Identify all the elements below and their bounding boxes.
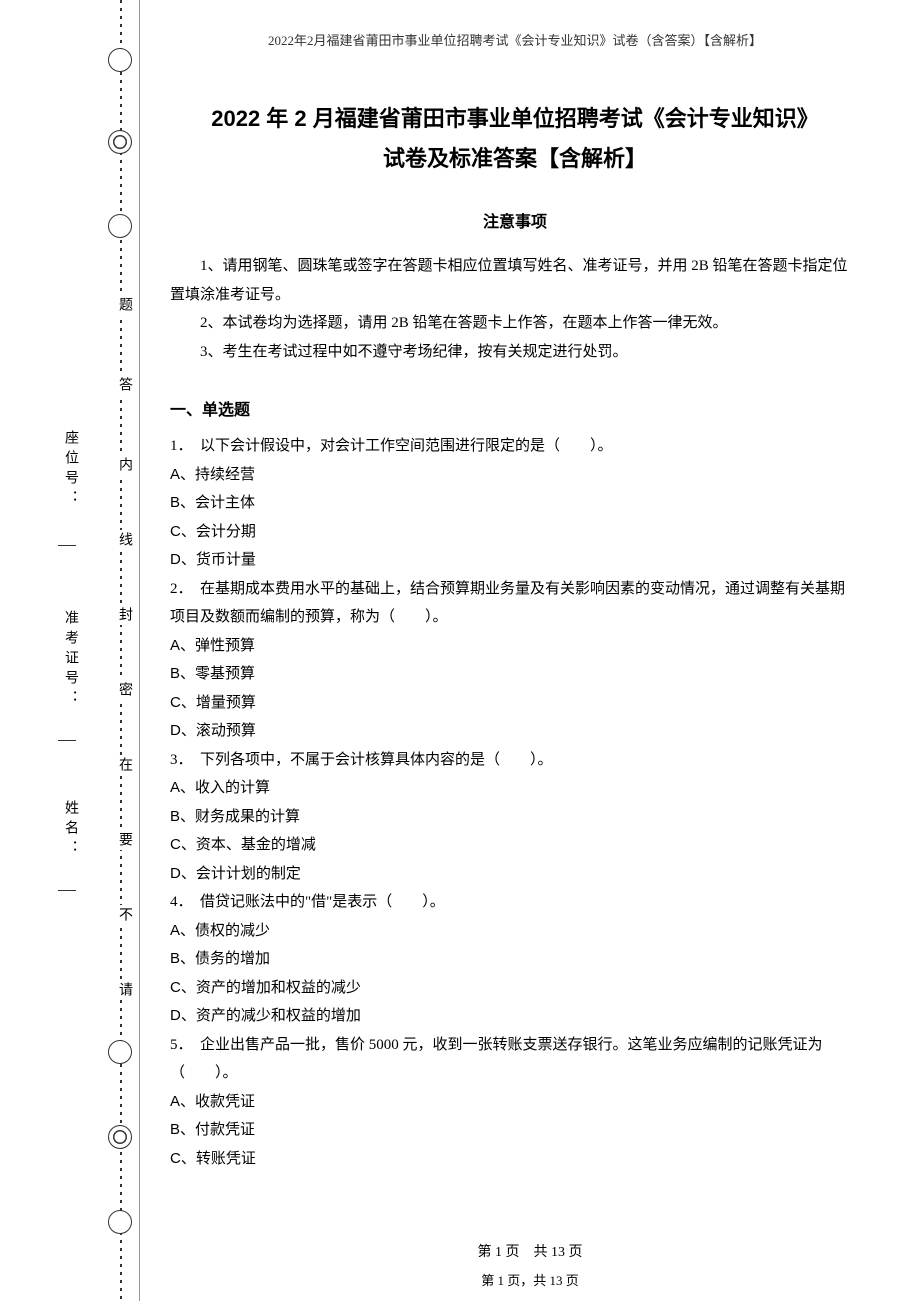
title-line-1: 2022 年 2 月福建省莆田市事业单位招聘考试《会计专业知识》 (170, 99, 860, 139)
seat-number-label: 座位号： (60, 430, 80, 510)
circle-marker (108, 214, 132, 238)
option: C、会计分期 (170, 518, 860, 547)
circle-marker-double (108, 130, 132, 154)
question-2: 2． 在基期成本费用水平的基础上，结合预算期业务量及有关影响因素的变动情况，通过… (170, 575, 860, 746)
option: C、增量预算 (170, 689, 860, 718)
running-header: 2022年2月福建省莆田市事业单位招聘考试《会计专业知识》试卷（含答案）【含解析… (170, 30, 860, 49)
page-content: 2022年2月福建省莆田市事业单位招聘考试《会计专业知识》试卷（含答案）【含解析… (140, 0, 920, 1301)
circle-marker-double (108, 1125, 132, 1149)
question-4: 4． 借贷记账法中的"借"是表示（ ）。 A、债权的减少 B、债务的增加 C、资… (170, 888, 860, 1031)
exam-ticket-label: 准考证号： (60, 610, 80, 710)
main-title: 2022 年 2 月福建省莆田市事业单位招聘考试《会计专业知识》 试卷及标准答案… (170, 99, 860, 178)
binding-margin: 题 答 内 线 封 密 在 要 不 请 座位号： 准考证号： 姓名： (0, 0, 140, 1301)
option: D、会计计划的制定 (170, 860, 860, 889)
seal-char: 密 (114, 680, 134, 700)
option: A、收入的计算 (170, 774, 860, 803)
seal-char: 题 (114, 295, 134, 315)
notice-items: 1、请用钢笔、圆珠笔或签字在答题卡相应位置填写姓名、准考证号，并用 2B 铅笔在… (170, 252, 860, 366)
option: C、资本、基金的增减 (170, 831, 860, 860)
option: B、零基预算 (170, 660, 860, 689)
seal-char: 请 (114, 980, 134, 1000)
seal-char: 要 (114, 830, 134, 850)
question-text: 3． 下列各项中，不属于会计核算具体内容的是（ ）。 (170, 746, 860, 775)
seal-char: 在 (114, 755, 134, 775)
question-1: 1． 以下会计假设中，对会计工作空间范围进行限定的是（ ）。 A、持续经营 B、… (170, 432, 860, 575)
notice-heading: 注意事项 (170, 208, 860, 232)
notice-item: 3、考生在考试过程中如不遵守考场纪律，按有关规定进行处罚。 (170, 338, 860, 367)
seal-char: 内 (114, 455, 134, 475)
dotted-seal-line (120, 0, 122, 1301)
option: B、债务的增加 (170, 945, 860, 974)
question-3: 3． 下列各项中，不属于会计核算具体内容的是（ ）。 A、收入的计算 B、财务成… (170, 746, 860, 889)
circle-marker (108, 48, 132, 72)
circle-marker (108, 1040, 132, 1064)
option: A、债权的减少 (170, 917, 860, 946)
option: D、滚动预算 (170, 717, 860, 746)
seal-char: 不 (114, 905, 134, 925)
seal-char: 封 (114, 605, 134, 625)
question-text: 4． 借贷记账法中的"借"是表示（ ）。 (170, 888, 860, 917)
question-text: 5． 企业出售产品一批，售价 5000 元，收到一张转账支票送存银行。这笔业务应… (170, 1031, 860, 1088)
notice-item: 1、请用钢笔、圆珠笔或签字在答题卡相应位置填写姓名、准考证号，并用 2B 铅笔在… (170, 252, 860, 309)
title-line-2: 试卷及标准答案【含解析】 (170, 139, 860, 179)
option: A、持续经营 (170, 461, 860, 490)
section-heading: 一、单选题 (170, 396, 860, 420)
option: D、资产的减少和权益的增加 (170, 1002, 860, 1031)
seal-char: 答 (114, 375, 134, 395)
option: C、资产的增加和权益的减少 (170, 974, 860, 1003)
field-underline (58, 740, 76, 741)
page-footer-secondary: 第 1 页，共 13 页 (140, 1270, 920, 1289)
option: A、收款凭证 (170, 1088, 860, 1117)
question-5: 5． 企业出售产品一批，售价 5000 元，收到一张转账支票送存银行。这笔业务应… (170, 1031, 860, 1174)
field-underline (58, 890, 76, 891)
option: B、会计主体 (170, 489, 860, 518)
seal-char: 线 (114, 530, 134, 550)
question-text: 1． 以下会计假设中，对会计工作空间范围进行限定的是（ ）。 (170, 432, 860, 461)
field-underline (58, 545, 76, 546)
option: C、转账凭证 (170, 1145, 860, 1174)
option: B、付款凭证 (170, 1116, 860, 1145)
page-footer-primary: 第 1 页 共 13 页 (140, 1241, 920, 1261)
circle-marker (108, 1210, 132, 1234)
option: A、弹性预算 (170, 632, 860, 661)
notice-item: 2、本试卷均为选择题，请用 2B 铅笔在答题卡上作答，在题本上作答一律无效。 (170, 309, 860, 338)
name-label: 姓名： (60, 800, 80, 860)
option: B、财务成果的计算 (170, 803, 860, 832)
option: D、货币计量 (170, 546, 860, 575)
question-text: 2． 在基期成本费用水平的基础上，结合预算期业务量及有关影响因素的变动情况，通过… (170, 575, 860, 632)
